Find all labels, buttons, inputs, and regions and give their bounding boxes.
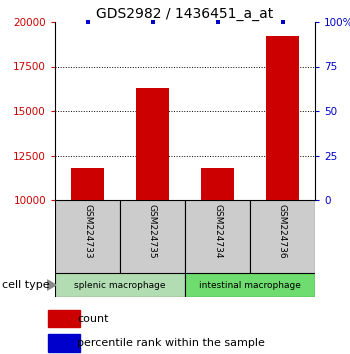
Text: GSM224734: GSM224734 bbox=[213, 204, 222, 258]
Bar bbox=[71, 168, 104, 200]
Text: percentile rank within the sample: percentile rank within the sample bbox=[77, 338, 265, 348]
Text: cell type: cell type bbox=[2, 280, 49, 290]
Bar bbox=[55, 273, 185, 297]
Bar bbox=[48, 310, 80, 327]
Bar bbox=[120, 200, 185, 273]
Title: GDS2982 / 1436451_a_at: GDS2982 / 1436451_a_at bbox=[96, 7, 274, 21]
Bar bbox=[185, 200, 250, 273]
Bar bbox=[55, 200, 120, 273]
Bar bbox=[48, 335, 80, 352]
Bar bbox=[185, 273, 315, 297]
Text: splenic macrophage: splenic macrophage bbox=[74, 280, 166, 290]
Bar bbox=[136, 88, 169, 200]
Text: GSM224735: GSM224735 bbox=[148, 204, 157, 258]
Polygon shape bbox=[47, 280, 56, 290]
Bar bbox=[201, 168, 234, 200]
Bar bbox=[250, 200, 315, 273]
Bar bbox=[266, 36, 299, 200]
Text: intestinal macrophage: intestinal macrophage bbox=[199, 280, 301, 290]
Text: count: count bbox=[77, 314, 109, 324]
Text: GSM224733: GSM224733 bbox=[83, 204, 92, 258]
Text: GSM224736: GSM224736 bbox=[278, 204, 287, 258]
